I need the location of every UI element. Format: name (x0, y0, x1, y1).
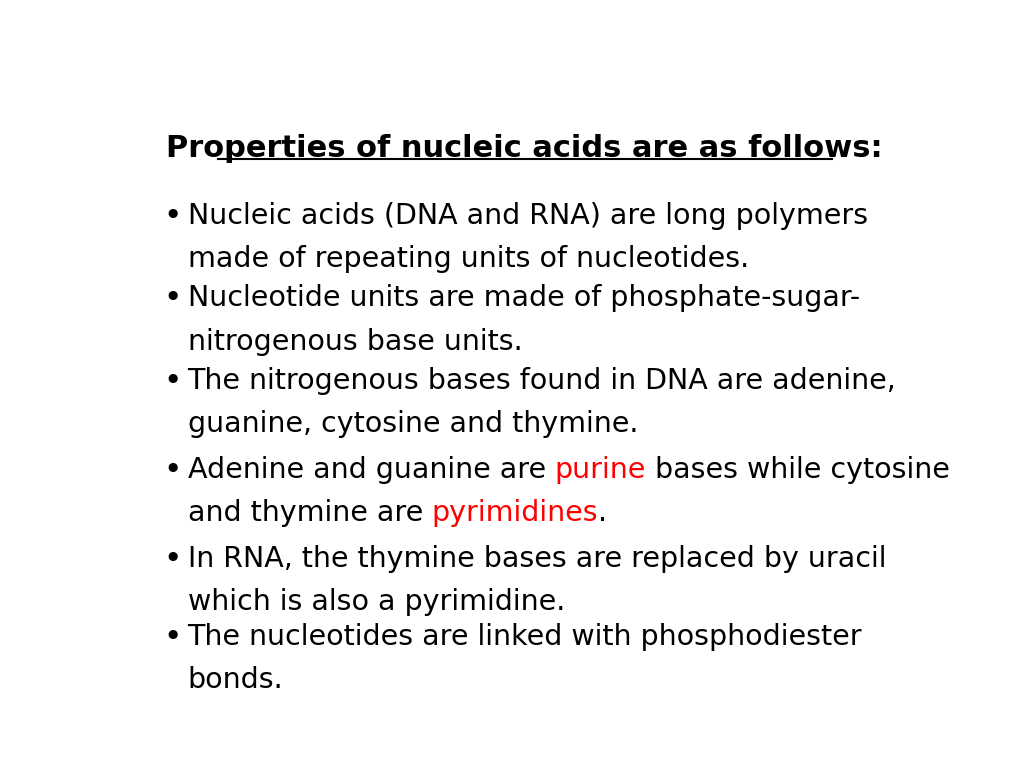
Text: Nucleic acids (DNA and RNA) are long polymers: Nucleic acids (DNA and RNA) are long pol… (187, 201, 867, 230)
Text: Nucleotide units are made of phosphate-sugar-: Nucleotide units are made of phosphate-s… (187, 284, 859, 313)
Text: In RNA, the thymine bases are replaced by uracil: In RNA, the thymine bases are replaced b… (187, 545, 886, 573)
Text: •: • (164, 284, 182, 313)
Text: and thymine are: and thymine are (187, 499, 432, 527)
Text: •: • (164, 545, 182, 574)
Text: Properties of nucleic acids are as follows:: Properties of nucleic acids are as follo… (167, 134, 883, 163)
Text: •: • (164, 367, 182, 396)
Text: which is also a pyrimidine.: which is also a pyrimidine. (187, 588, 565, 616)
Text: •: • (164, 201, 182, 230)
Text: •: • (164, 456, 182, 485)
Text: •: • (164, 623, 182, 651)
Text: pyrimidines: pyrimidines (432, 499, 598, 527)
Text: guanine, cytosine and thymine.: guanine, cytosine and thymine. (187, 410, 638, 439)
Text: Adenine and guanine are: Adenine and guanine are (187, 456, 555, 484)
Text: nitrogenous base units.: nitrogenous base units. (187, 327, 522, 356)
Text: purine: purine (555, 456, 646, 484)
Text: bonds.: bonds. (187, 666, 284, 694)
Text: The nitrogenous bases found in DNA are adenine,: The nitrogenous bases found in DNA are a… (187, 367, 896, 396)
Text: .: . (598, 499, 607, 527)
Text: made of repeating units of nucleotides.: made of repeating units of nucleotides. (187, 245, 749, 273)
Text: bases while cytosine: bases while cytosine (646, 456, 950, 484)
Text: The nucleotides are linked with phosphodiester: The nucleotides are linked with phosphod… (187, 623, 862, 650)
